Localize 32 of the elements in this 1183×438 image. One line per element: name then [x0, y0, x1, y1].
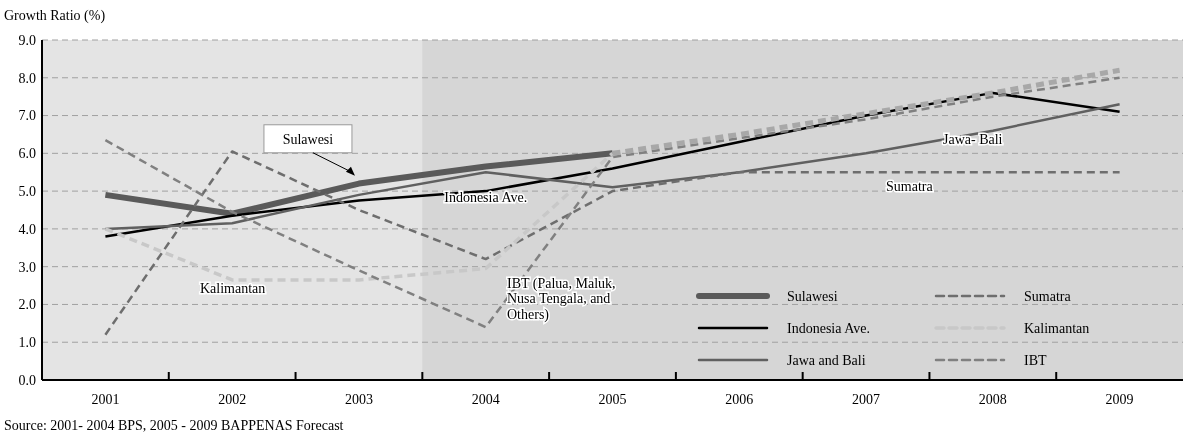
annotation: Kalimantan [200, 281, 266, 296]
y-tick-label: 9.0 [18, 32, 36, 48]
y-tick-label: 5.0 [18, 184, 36, 200]
x-tick-label: 2004 [471, 392, 500, 407]
x-tick-label: 2003 [344, 392, 373, 407]
x-tick-label: 2006 [725, 392, 754, 407]
y-tick-label: 2.0 [18, 297, 36, 313]
annotation: Sumatra [886, 179, 934, 194]
legend-label: Sulawesi [787, 289, 838, 304]
y-tick-label: 4.0 [18, 221, 36, 237]
y-tick-label: 8.0 [18, 70, 36, 86]
y-tick-label: 3.0 [18, 259, 36, 275]
legend-label: Jawa and Bali [787, 353, 866, 368]
source-note: Source: 2001- 2004 BPS, 2005 - 2009 BAPPENAS Forecast [4, 418, 344, 433]
x-tick-label: 2001 [91, 392, 120, 407]
y-tick-label: 6.0 [18, 146, 36, 162]
annotation: Indonesia Ave. [444, 189, 528, 205]
y-axis-title: Growth Ratio (%) [4, 8, 106, 24]
x-tick-label: 2002 [218, 392, 247, 407]
legend-label: IBT [1024, 353, 1047, 368]
x-tick-label: 2005 [598, 392, 627, 407]
legend-label: Sumatra [1024, 289, 1072, 304]
y-tick-label: 1.0 [18, 335, 36, 351]
y-tick-label: 7.0 [18, 108, 36, 124]
annotation: Sulawesi [282, 131, 334, 147]
x-tick-label: 2008 [978, 392, 1007, 407]
x-tick-label: 2007 [852, 392, 881, 407]
y-tick-label: 0.0 [18, 372, 36, 388]
x-tick-label: 2009 [1105, 392, 1134, 407]
annotation: IBT (Palua, Maluk, Nusa Tengala, and Others) [507, 276, 616, 323]
legend-label: Kalimantan [1024, 321, 1090, 336]
legend-label: Indonesia Ave. [787, 321, 870, 336]
